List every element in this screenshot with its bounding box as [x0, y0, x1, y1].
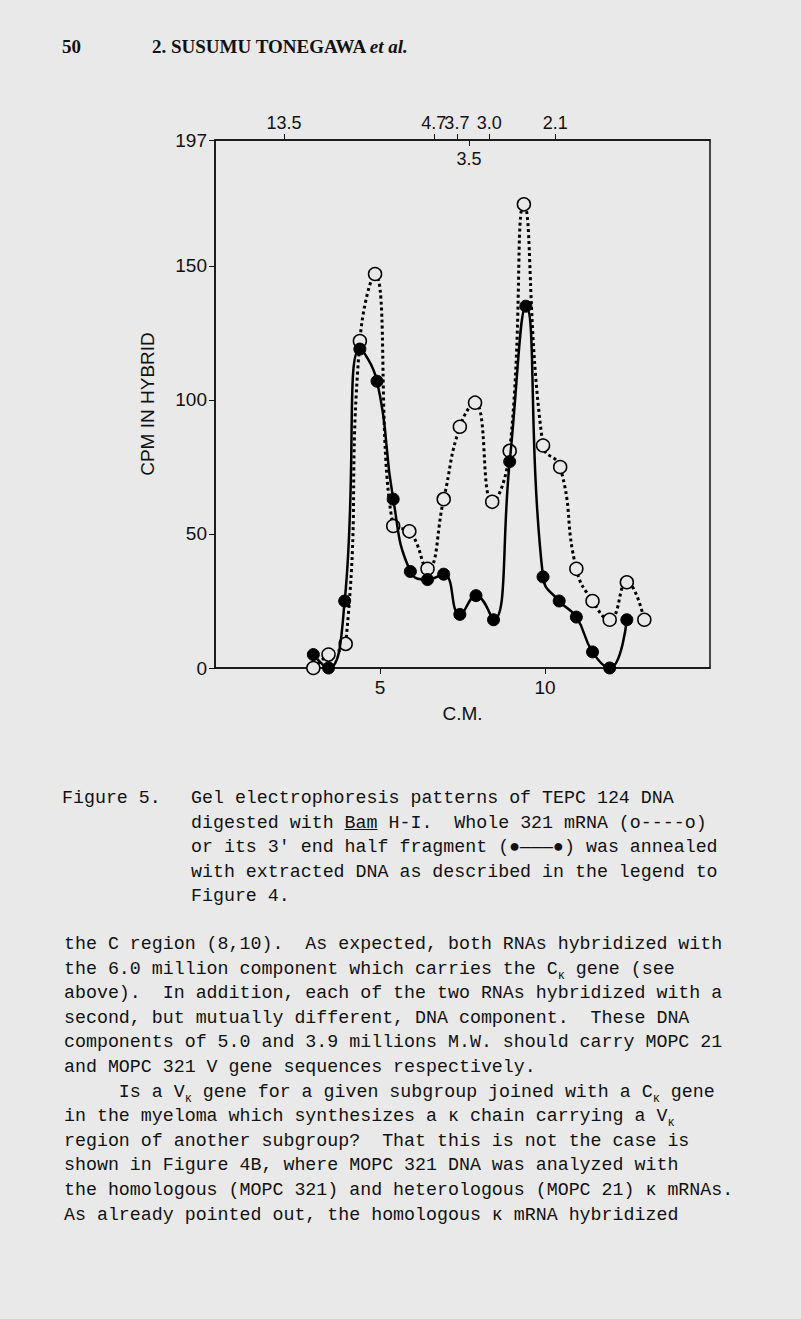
html-text:in the myeloma which synthesiz: in the myeloma which synthesizes a κ cha… [64, 1106, 675, 1131]
html-text:and MOPC 321 V gene sequences: and MOPC 321 V gene sequences respective… [64, 1057, 536, 1077]
html-text:with extracted DNA as describe: with extracted DNA as described in the l… [191, 861, 718, 882]
html-text:region of another subgroup? Th: region of another subgroup? That this is… [64, 1130, 690, 1151]
html-text:shown in Figure 4B, where MOPC: shown in Figure 4B, where MOPC 321 DNA w… [64, 1155, 679, 1176]
svg-text:3.0: 3.0 [477, 113, 502, 133]
html-text:the homologous (MOPC 321) and: the homologous (MOPC 321) and heterologo… [64, 1179, 734, 1200]
html-text:the C region (8,10). As expect: the C region (8,10). As expected, both R… [64, 934, 723, 954]
svg-text:197: 197 [175, 130, 207, 151]
html-text:Is a Vκgene for a given subgro: Is a Vκgene for a given subgroup joined … [64, 1081, 715, 1106]
svg-text:C.M.: C.M. [442, 703, 482, 724]
html-text:or its 3' end half fragment (●: or its 3' end half fragment (●———●) was … [191, 837, 718, 858]
svg-text:150: 150 [175, 255, 207, 276]
html-text:the 6.0 million component whic: the 6.0 million component which carries … [64, 958, 675, 983]
html-text:digested with Bam H-I. Whole 3: digested with Bam H-I. Whole 321 mRNA (o… [191, 812, 707, 833]
svg-text:100: 100 [175, 389, 207, 410]
svg-text:3.5: 3.5 [457, 149, 482, 169]
svg-text:4.7: 4.7 [421, 113, 446, 133]
svg-text:CPM IN HYBRID: CPM IN HYBRID [137, 332, 158, 476]
html-text:50: 50 [62, 36, 81, 57]
html-text:As already pointed out, the ho: As already pointed out, the homologous κ… [64, 1204, 679, 1225]
html-text:above). In addition, each of t: above). In addition, each of the two RNA… [64, 983, 723, 1004]
svg-text:5: 5 [375, 677, 386, 698]
svg-text:3.7: 3.7 [444, 113, 469, 133]
html-text:Figure 4.: Figure 4. [191, 886, 290, 907]
svg-text:0: 0 [196, 658, 207, 679]
svg-text:50: 50 [186, 523, 207, 544]
html-text:2. SUSUMU TONEGAWA et al.: 2. SUSUMU TONEGAWA et al. [152, 36, 408, 57]
html-text:second, but mutually different: second, but mutually different, DNA comp… [64, 1007, 690, 1028]
svg-text:10: 10 [534, 677, 555, 698]
html-text:components of 5.0 and 3.9 mill: components of 5.0 and 3.9 millions M.W. … [64, 1032, 723, 1053]
svg-text:2.1: 2.1 [543, 113, 568, 133]
svg-text:13.5: 13.5 [266, 113, 301, 133]
html-text:Figure 5.: Figure 5. [62, 788, 161, 808]
html-text:Gel electrophoresis patterns o: Gel electrophoresis patterns of TEPC 124… [191, 788, 674, 808]
